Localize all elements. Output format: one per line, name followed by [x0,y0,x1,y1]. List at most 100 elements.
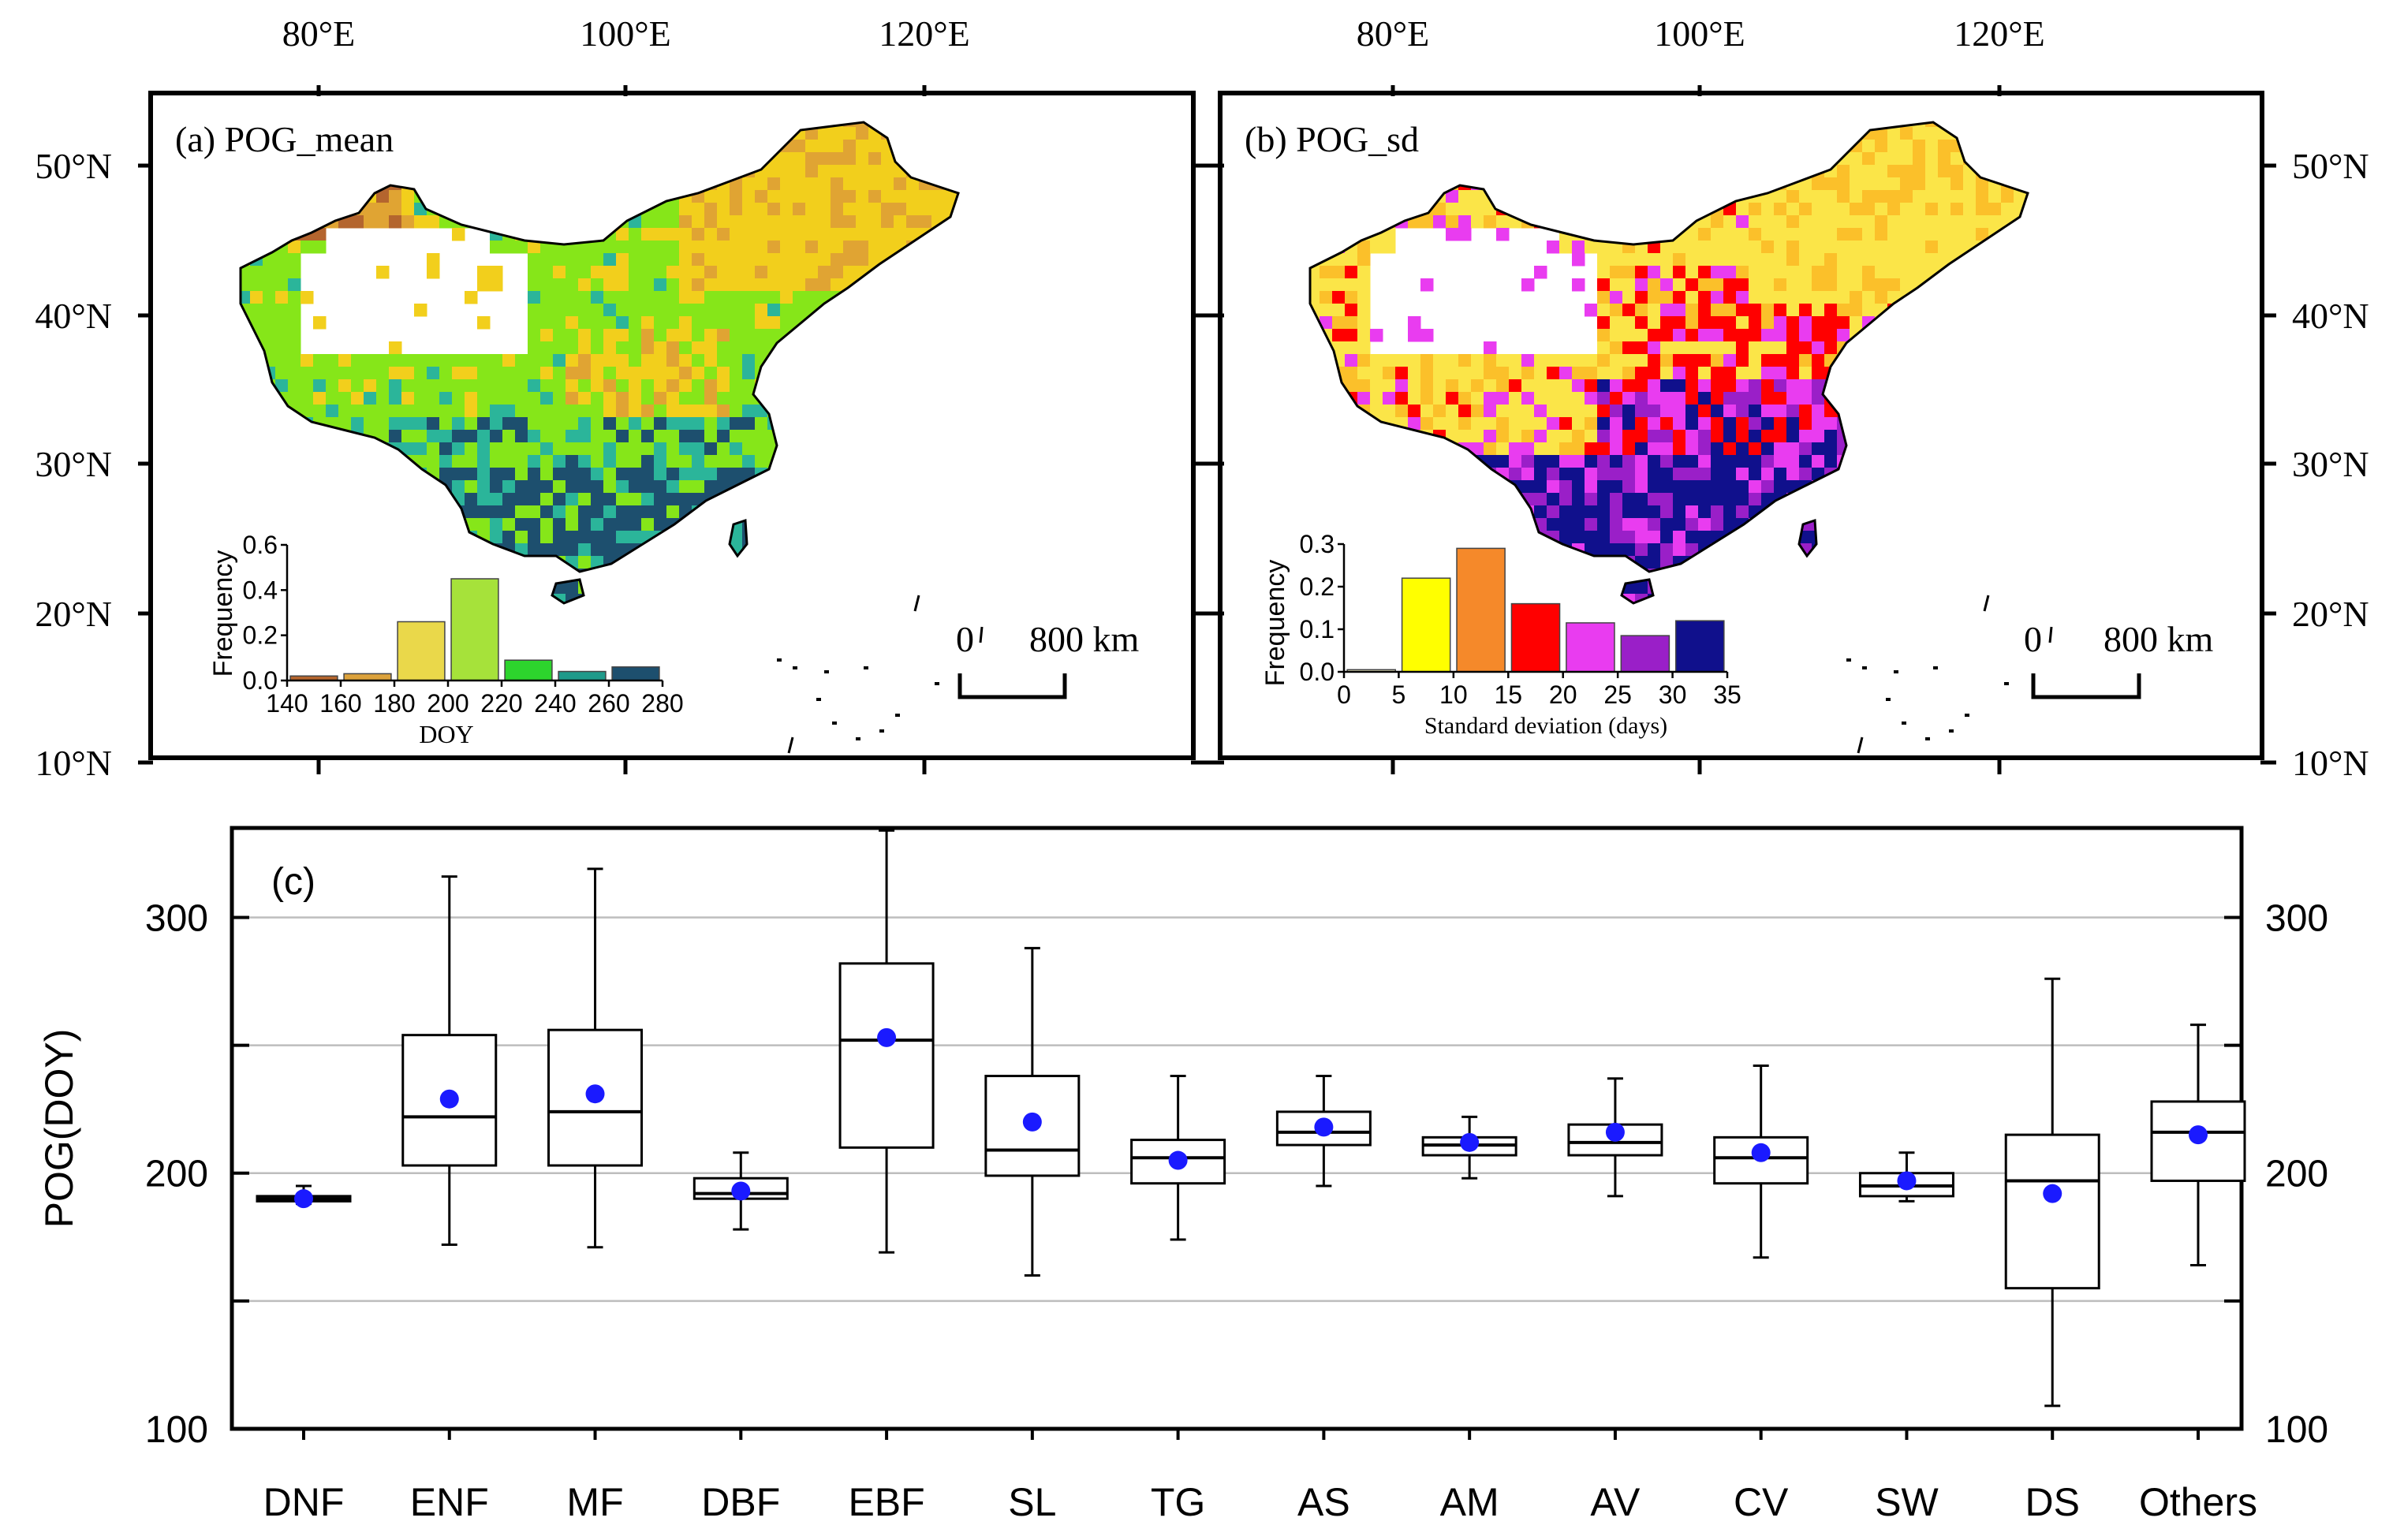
category-label: AM [1440,1480,1499,1524]
box-iqr [2004,1133,2100,1290]
mean-marker [439,1089,459,1109]
box-ebf [838,829,935,1254]
histogram-bar [1510,602,1561,673]
histogram-bar [1674,620,1725,673]
lat-tick-label-left: 40°N [35,296,112,336]
box-cv [1713,1065,1809,1259]
lon-tick-label: 100°E [1654,13,1745,54]
nine-dash-line [787,595,984,754]
histogram-x-tick-label: 15 [1494,681,1522,709]
lon-tick-label: 80°E [282,13,356,54]
mean-marker [877,1027,897,1047]
histogram-x-tick-label: 260 [588,689,629,718]
island-mark [2004,682,2009,685]
histogram-a-xlabel: DOY [419,720,473,748]
category-label: CV [1734,1480,1789,1524]
mean-marker [1751,1143,1771,1162]
histogram-x-tick-label: 140 [266,689,308,718]
histogram-x-tick-label: 30 [1659,681,1687,709]
lon-tick-label: 120°E [879,13,970,54]
panel-c-boxplot: (c) POG(DOY) 100 100 200 200 300 300 DNF ENF MF D… [37,826,2328,1524]
histogram-x-tick-label: 10 [1439,681,1468,709]
histogram-bar [1566,622,1615,673]
category-label: TG [1151,1480,1205,1524]
lon-tick-label: 80°E [1357,13,1430,54]
y-tick-label-left: 100 [145,1409,208,1451]
lat-tick-label-left: 20°N [35,594,112,634]
box-mf [547,867,644,1249]
category-label: MF [566,1480,623,1524]
mean-marker [2189,1125,2208,1145]
island-mark [1894,670,1898,673]
box-iqr [1130,1139,1226,1185]
histogram-x-tick-label: 200 [427,689,468,718]
lon-tick-label: 100°E [580,13,671,54]
island-mark [879,729,884,733]
hainan-outline [551,578,585,605]
box-am [1421,1115,1517,1180]
island-mark [1886,698,1891,701]
island-mark [1846,658,1851,662]
country-border [239,121,960,573]
mean-marker [294,1189,313,1209]
lat-tick-label-right: 30°N [2292,444,2369,484]
hainan-outline [1620,578,1655,605]
island-mark [1862,666,1867,669]
mean-marker [1314,1117,1334,1137]
histogram-y-tick-label: 0.0 [1300,658,1335,686]
mean-marker [2043,1184,2062,1203]
island-mark [793,666,797,669]
histogram-bar [1401,577,1451,673]
histogram-bar [504,659,553,681]
lat-tick-label-right: 20°N [2292,594,2369,634]
island-mark [832,722,837,725]
lon-tick-label: 120°E [1954,13,2045,54]
island-mark [816,698,821,701]
histogram-y-tick-label: 0.2 [243,621,278,650]
island-mark [1902,722,1906,725]
y-tick-label-left: 200 [145,1154,208,1195]
histogram-y-tick-label: 0.6 [243,531,278,559]
lat-tick-label-left: 10°N [35,743,112,783]
panel-b-scale-bar: 0 800 km [2024,619,2214,699]
scale-bar-start: 0 [956,619,974,659]
box-dbf [692,1151,789,1231]
histogram-x-tick-label: 180 [373,689,415,718]
histogram-x-tick-label: 5 [1392,681,1406,709]
island-mark [935,682,939,685]
map-axis-ticks: 80°E 100°E 120°E 80°E 100°E 120°E 50°N 50°N 40°N… [35,13,2369,783]
scale-bar-start: 0 [2024,619,2042,659]
category-label: ENF [410,1480,489,1524]
panel-c-label: (c) [271,861,315,903]
box-tg [1130,1075,1226,1241]
box-av [1567,1077,1663,1198]
y-tick-label-right: 300 [2265,897,2328,939]
histogram-x-tick-label: 160 [319,689,361,718]
category-label: DBF [701,1480,780,1524]
mean-marker [1605,1122,1625,1142]
mean-marker [1897,1171,1917,1191]
panel-b-label: (b) POG_sd [1245,119,1419,159]
box-sl [984,946,1081,1277]
box-others [2150,1024,2246,1266]
island-mark [856,737,860,740]
panel-a: (a) POG_mean 0 800 km Frequency DOY 0.0 0… [148,91,1196,760]
category-label: AV [1590,1480,1641,1524]
category-label: AS [1297,1480,1350,1524]
panel-a-histogram: Frequency DOY 0.0 0.2 0.4 0.6 140 160 180 200 22… [208,531,684,748]
histogram-x-tick-label: 20 [1549,681,1577,709]
histogram-b-ylabel: Frequency [1260,560,1290,687]
histogram-bar [397,621,446,681]
box-dnf [256,1184,352,1209]
y-tick-label-right: 100 [2265,1409,2328,1451]
mean-marker [585,1084,605,1104]
taiwan-outline [1797,518,1818,558]
island-mark [864,666,868,669]
y-tick-label-left: 300 [145,897,208,939]
island-mark [895,714,900,717]
nine-dash-line [1857,595,2053,754]
island-mark [1965,714,1969,717]
mean-marker [731,1181,751,1201]
lat-tick-label-right: 40°N [2292,296,2369,336]
